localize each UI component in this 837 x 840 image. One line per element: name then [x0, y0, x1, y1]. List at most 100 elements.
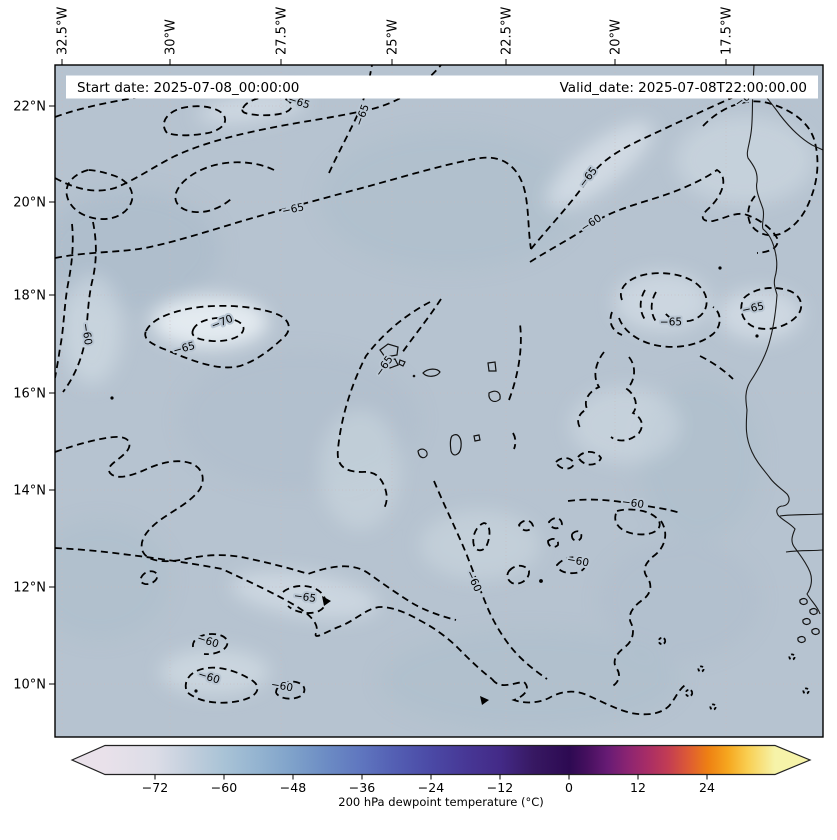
- lon-tick-label: 22.5°W: [500, 7, 515, 55]
- lat-tick-label: 14°N: [13, 484, 46, 499]
- contour-dot: [755, 334, 759, 338]
- island: [379, 343, 399, 358]
- contour-path: [162, 105, 227, 137]
- lon-tick-label: 27.5°W: [275, 7, 290, 55]
- contour-path: [184, 666, 259, 704]
- colorbar-gradient-bar: [70, 744, 812, 776]
- island: [386, 358, 399, 369]
- island: [488, 390, 501, 403]
- contour-dot: [110, 396, 114, 400]
- latitude-ticks: [49, 105, 55, 685]
- contour-path: [517, 519, 534, 532]
- dewpoint-shading: [55, 92, 815, 730]
- contour-path: [547, 538, 559, 548]
- lon-tick-label: 32.5°W: [56, 7, 71, 55]
- contour-path: [530, 92, 744, 250]
- contour-path: [472, 522, 491, 552]
- lon-tick-label: 30°W: [164, 19, 179, 55]
- island: [449, 434, 462, 456]
- contour-label: −65: [293, 590, 317, 605]
- contour-path: [401, 298, 442, 354]
- island: [417, 448, 428, 459]
- contour-path: [577, 351, 605, 430]
- cbar-tick-label: −72: [142, 780, 168, 795]
- contour-dot: [539, 579, 543, 583]
- map-frame: [54, 64, 824, 738]
- lat-tick-label: 12°N: [13, 581, 46, 596]
- contour-path: [144, 304, 290, 369]
- contour-path: [702, 100, 819, 237]
- colorbar-axis-label: 200 hPa dewpoint temperature (°C): [338, 795, 543, 809]
- contour-path: [709, 703, 717, 711]
- island: [473, 434, 481, 442]
- contour-path: [699, 355, 734, 380]
- coastal-islands: [797, 597, 820, 644]
- contour-path: [610, 356, 643, 442]
- contour-path: [576, 450, 602, 466]
- colorbar-ticks: [154, 774, 708, 780]
- island: [412, 374, 416, 378]
- cbar-tick-label: −36: [349, 780, 375, 795]
- contour-path: [740, 287, 803, 330]
- contour-path: [556, 556, 587, 575]
- lon-tick-label: 17.5°W: [720, 7, 735, 55]
- contour-path: [62, 221, 97, 393]
- contour-path: [610, 520, 667, 688]
- contour-path: [571, 530, 583, 542]
- contour-path: [788, 653, 796, 661]
- title-band: Start date: 2025-07-08_00:00:00 Valid_da…: [66, 75, 818, 99]
- lat-tick-label: 20°N: [13, 196, 46, 211]
- contour-path: [548, 517, 563, 530]
- island: [398, 359, 406, 367]
- contour-arrow: [322, 596, 331, 606]
- contour-path: [657, 636, 667, 646]
- contour-path: [609, 311, 623, 336]
- longitude-tick-labels: 32.5°W 30°W 27.5°W 25°W 22.5°W 20°W 17.5…: [56, 7, 735, 55]
- colorbar: −72 −60 −48 −36 −24 −12 0 12 24 200 hPa …: [70, 744, 812, 809]
- contour-path: [618, 306, 721, 348]
- contour-path: [684, 688, 694, 698]
- cbar-tick-label: −60: [211, 780, 237, 795]
- cbar-tick-label: −12: [487, 780, 513, 795]
- latitude-tick-labels: 22°N 20°N 18°N 16°N 14°N 12°N 10°N: [13, 100, 46, 693]
- contour-path: [174, 161, 275, 213]
- contour-dot: [194, 689, 198, 693]
- contour-path: [491, 678, 688, 716]
- axes: 32.5°W 30°W 27.5°W 25°W 22.5°W 20°W 17.5…: [13, 7, 824, 738]
- start-date-title: Start date: 2025-07-08_00:00:00: [77, 80, 299, 96]
- contour-label: −60: [621, 496, 645, 511]
- contour-path: [554, 457, 575, 470]
- lon-tick-label: 25°W: [386, 19, 401, 55]
- contour-path: [614, 508, 661, 536]
- island: [422, 368, 441, 377]
- contour-path: [433, 480, 548, 680]
- contour-dot: [718, 266, 722, 270]
- contour-path: [529, 168, 779, 263]
- lat-tick-label: 16°N: [13, 387, 46, 402]
- cbar-tick-label: −24: [418, 780, 444, 795]
- contour-label: −60: [79, 322, 94, 346]
- contour-path: [567, 498, 681, 514]
- cbar-tick-label: 24: [699, 780, 715, 795]
- lat-tick-label: 22°N: [13, 100, 46, 115]
- lat-tick-label: 18°N: [13, 289, 46, 304]
- contour-path: [802, 687, 810, 695]
- contour-arrow: [480, 696, 489, 705]
- gridlines: [55, 65, 823, 737]
- contour-path: [275, 680, 306, 700]
- lat-tick-label: 10°N: [13, 678, 46, 693]
- cape-verde-islands: [379, 343, 501, 459]
- contour-label: −65: [660, 317, 682, 329]
- contour-path: [55, 156, 532, 259]
- contour-path: [650, 291, 658, 324]
- country-border: [785, 549, 823, 553]
- contour-path: [191, 317, 245, 343]
- contour-path: [55, 223, 74, 379]
- dewpoint-contours: [55, 65, 819, 716]
- title-background: [66, 75, 818, 99]
- contour-path: [139, 570, 159, 586]
- valid-date-title: Valid_date: 2025-07-08T22:00:00.00: [560, 80, 807, 96]
- contour-path: [192, 633, 229, 656]
- longitude-ticks: [61, 59, 727, 65]
